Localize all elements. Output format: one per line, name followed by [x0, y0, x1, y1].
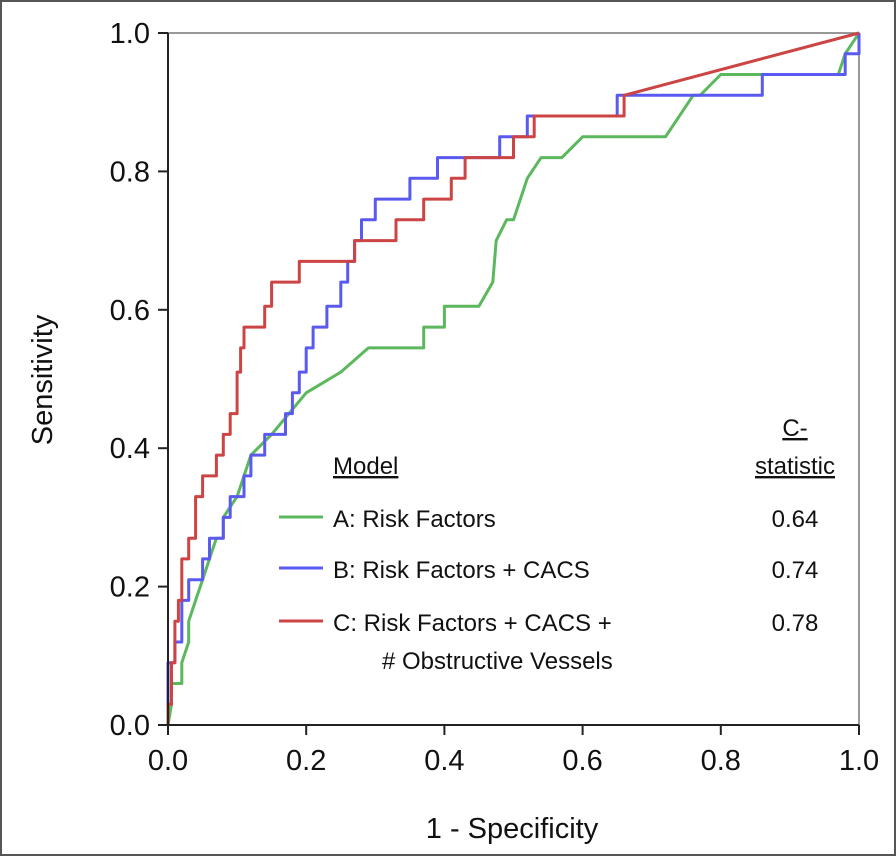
legend-header-model: Model [333, 453, 398, 480]
x-tick-label: 0.0 [148, 745, 188, 777]
legend-label-c: C: Risk Factors + CACS + [333, 610, 612, 637]
x-tick-label: 1.0 [839, 745, 879, 777]
y-tick-label: 0.4 [110, 433, 150, 465]
series-line-b [166, 33, 861, 725]
legend-stat-b: 0.74 [772, 557, 819, 584]
legend-stat-c: 0.78 [772, 610, 819, 637]
legend-header-stat-line2: statistic [755, 453, 835, 480]
x-axis-title: 1 - Specificity [426, 813, 599, 845]
y-tick-label: 0.2 [110, 572, 150, 604]
legend-label-a: A: Risk Factors [333, 506, 496, 533]
x-tick-label: 0.6 [562, 745, 602, 777]
series-line-a [166, 32, 861, 726]
x-tick-label: 0.4 [424, 745, 464, 777]
y-axis-title: Sensitivity [27, 314, 59, 445]
y-tick-label: 0.0 [110, 710, 150, 742]
legend-header-stat-line1: C- [782, 415, 807, 442]
y-tick-label: 0.6 [110, 295, 150, 327]
legend-label-b: B: Risk Factors + CACS [333, 557, 590, 584]
x-tick-label: 0.2 [286, 745, 326, 777]
legend-stat-a: 0.64 [772, 506, 819, 533]
series-layer [166, 31, 861, 726]
y-tick-label: 0.8 [110, 156, 150, 188]
legend-label-c-line2: # Obstructive Vessels [382, 648, 613, 675]
y-tick-label: 1.0 [110, 18, 150, 50]
legend: Model C- statistic A: Risk Factors 0.64 … [279, 415, 835, 675]
axes-layer: 0.0 0.2 0.4 0.6 0.8 1.0 0.0 0.2 0.4 0.6 0.8 1.0 [110, 18, 879, 777]
x-tick-label: 0.8 [701, 745, 741, 777]
series-line-c [166, 31, 860, 725]
